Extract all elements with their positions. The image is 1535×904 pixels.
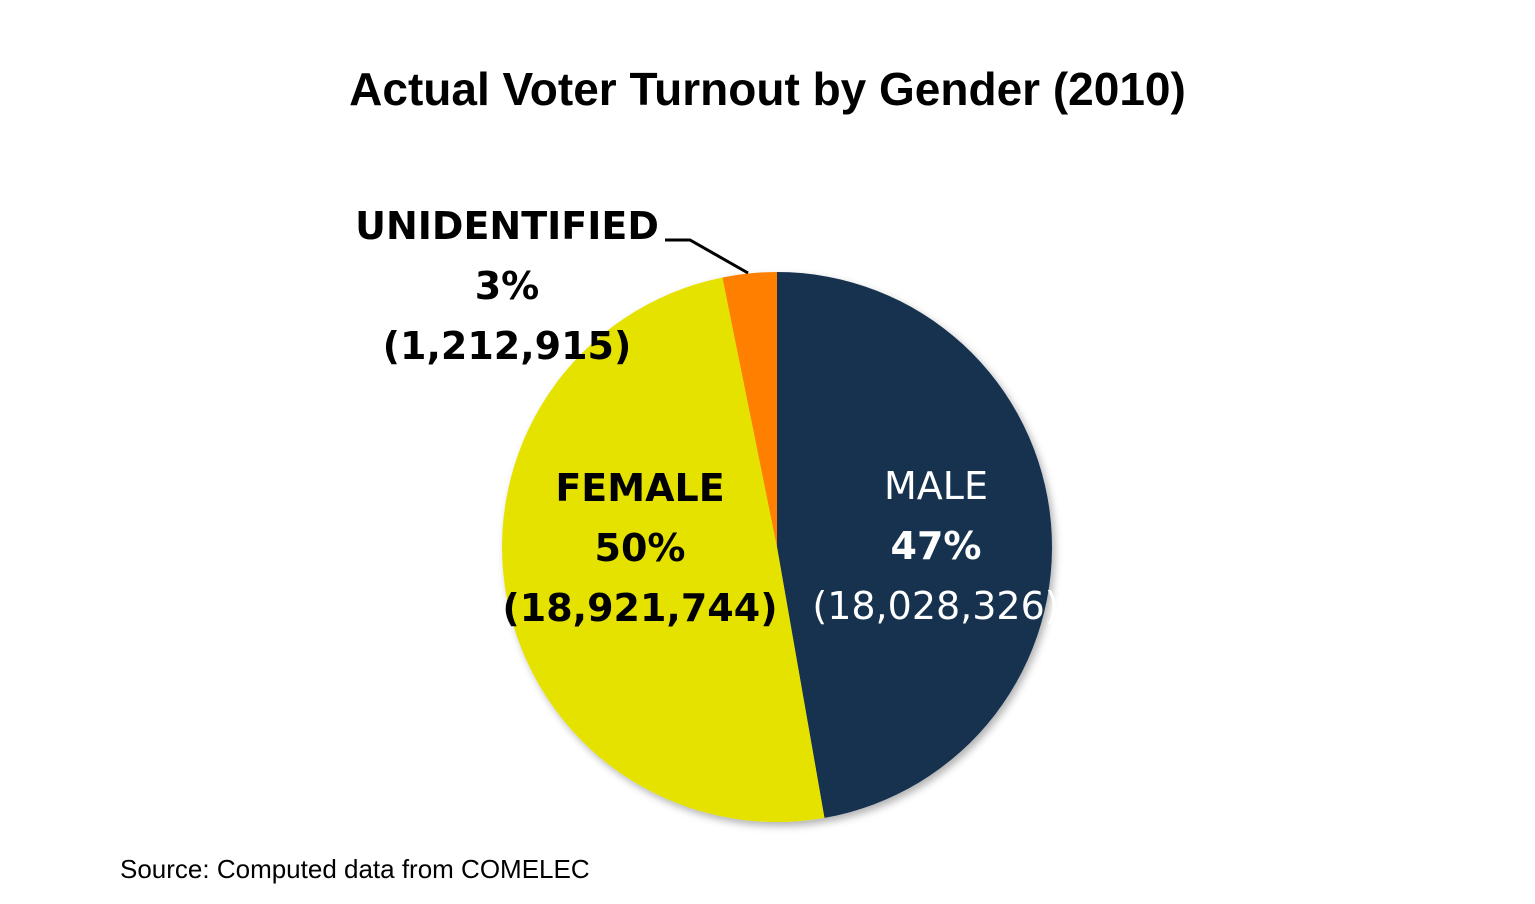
unidentified-percent: 3% [474,264,540,308]
data-label-unidentified: UNIDENTIFIED 3% (1,212,915) [355,196,659,376]
female-label: FEMALE [555,466,725,510]
female-count: (18,921,744) [502,586,778,630]
male-label: MALE [884,464,988,508]
female-percent: 50% [594,526,686,570]
male-percent: 47% [890,524,982,568]
unidentified-leader-line [665,238,749,275]
unidentified-count: (1,212,915) [382,324,632,368]
source-note: Source: Computed data from COMELEC [120,854,590,884]
pie-slice-female [501,277,825,823]
unidentified-label: UNIDENTIFIED [355,204,659,248]
data-label-female: FEMALE 50% (18,921,744) [502,458,777,638]
pie-slice-unidentified [722,272,777,547]
data-label-male: MALE 47% (18,028,326) [812,456,1059,636]
pie-slice-male [777,272,1052,818]
male-count: (18,028,326) [812,584,1060,628]
chart-title: Actual Voter Turnout by Gender (2010) [349,63,1186,115]
